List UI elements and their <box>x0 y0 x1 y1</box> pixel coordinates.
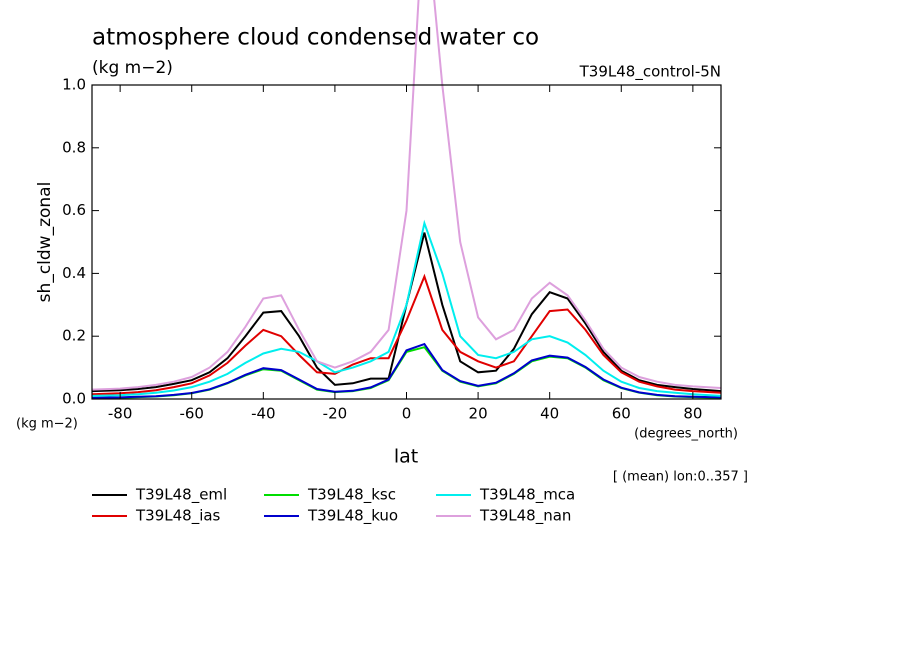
series-line <box>92 273 721 396</box>
x-tick-label: 80 <box>683 405 702 423</box>
x-tick-label: -80 <box>108 405 133 423</box>
y-tick-label: 0.2 <box>62 327 86 345</box>
y-tick-label: 0.8 <box>62 138 86 156</box>
series-line <box>92 232 721 393</box>
x-tick-label: 20 <box>469 405 488 423</box>
y-tick-label: 0.4 <box>62 264 86 282</box>
x-units: (degrees_north) <box>634 427 738 442</box>
legend-label: T39L48_eml <box>135 486 227 505</box>
plot-lines <box>92 0 721 399</box>
y-units: (kg m−2) <box>16 417 78 432</box>
x-axis-label: lat <box>394 446 418 468</box>
x-tick-label: -40 <box>251 405 276 423</box>
legend-label: T39L48_kuo <box>307 507 398 526</box>
series-line <box>92 0 721 391</box>
legend-label: T39L48_nan <box>479 507 571 526</box>
y-axis-label: sh_cldw_zonal <box>35 182 55 303</box>
chart-subtitle: (kg m−2) <box>92 58 173 78</box>
series-line <box>92 342 721 399</box>
chart-title: atmosphere cloud condensed water co <box>92 25 539 51</box>
legend-label: T39L48_mca <box>479 486 575 505</box>
y-tick-label: 1.0 <box>62 76 86 94</box>
series-line <box>92 219 721 397</box>
legend-label: T39L48_ias <box>135 507 221 526</box>
run-label: T39L48_control-5N <box>579 63 721 82</box>
x-tick-label: -20 <box>323 405 348 423</box>
legend-label: T39L48_ksc <box>307 486 396 505</box>
x-tick-label: 60 <box>612 405 631 423</box>
x-tick-label: 0 <box>402 405 412 423</box>
y-tick-label: 0.0 <box>62 390 86 408</box>
x-tick-label: 40 <box>540 405 559 423</box>
note: [ (mean) lon:0..357 ] <box>613 470 748 485</box>
x-tick-label: -60 <box>179 405 204 423</box>
y-tick-label: 0.6 <box>62 201 86 219</box>
